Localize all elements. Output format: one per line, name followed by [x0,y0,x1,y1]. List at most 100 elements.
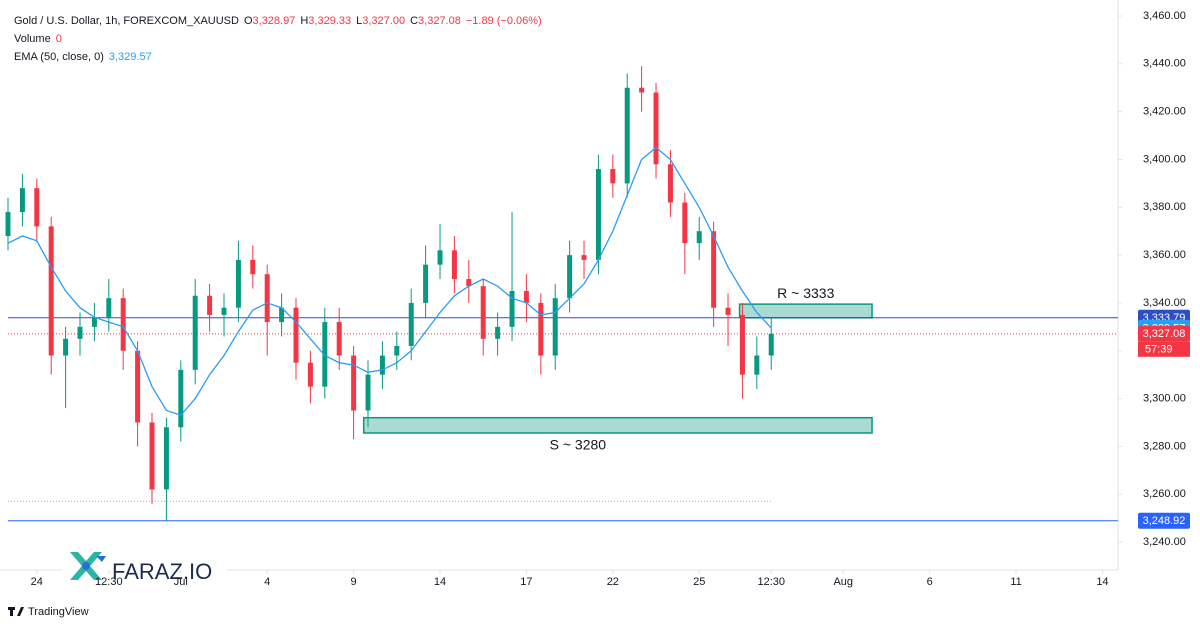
candle-body [48,226,54,356]
candle-body [725,307,731,315]
header-line: Gold / U.S. Dollar, 1h, FOREXCOM_XAUUSD O… [14,12,542,30]
y-tick-label: 3,300.00 [1143,392,1186,404]
ohlc-key: O [243,15,253,27]
x-tick-label: 11 [1010,576,1021,588]
candle-body [639,87,645,93]
candle-body [178,369,184,428]
candle-body [322,322,328,387]
y-tick-label: 3,360.00 [1143,249,1186,261]
countdown-tag [1138,341,1190,357]
price-tag [1138,325,1190,342]
candle-body [696,231,702,244]
watermark-text: FARAZ.IO [112,559,212,584]
candle-body [581,255,587,260]
candle-body [63,338,69,356]
candle-body [437,250,443,265]
ohlc-value: 3,328.97 [252,15,296,27]
candle-body [610,169,616,184]
countdown: 57:39 [1145,344,1173,356]
change: −1.89 (−0.06%) [465,15,542,27]
x-tick-label: 14 [1096,576,1108,588]
candle-body [567,255,573,299]
candle-body [91,317,97,327]
ema-line [7,146,772,417]
x-tick-label: 22 [607,576,619,588]
zone [362,416,873,434]
watermark-logo [62,545,227,595]
candle-body [667,164,673,203]
x-tick-label: Jul [174,576,188,588]
candle-body [250,259,256,275]
x-tick-label: 4 [264,576,270,588]
tv-logo [8,607,24,616]
ohlc-value: 3,329.33 [308,15,352,27]
candle-body [207,295,213,315]
x-tick-label: 24 [31,576,43,588]
candle-body [739,314,745,375]
x-tick-label: 12:30 [757,576,785,588]
candle-body [365,374,371,411]
y-tick-label: 3,340.00 [1143,297,1186,309]
footer-brand: TradingView [28,606,89,618]
y-tick-label: 3,400.00 [1143,153,1186,165]
ohlc-value: 3,327.08 [418,15,461,27]
volume-label: Volume [14,33,51,45]
ohlc-value: 3,327.00 [362,15,406,27]
legend-header: Gold / U.S. Dollar, 1h, FOREXCOM_XAUUSD O… [14,12,542,66]
candle-body [768,333,774,356]
candle-body [106,298,112,318]
candle-body [235,259,241,308]
x-tick-label: Aug [833,576,853,588]
y-tick-label: 3,460.00 [1143,10,1186,22]
y-tick-label: 3,260.00 [1143,488,1186,500]
candle-body [423,264,429,303]
x-tick-label: 6 [927,576,933,588]
candle-body [538,302,544,356]
candle-body [120,298,126,351]
symbol: Gold / U.S. Dollar, 1h, FOREXCOM_XAUUSD [14,15,239,27]
candle-body [5,212,11,236]
ema-value: 3,329.57 [108,51,152,63]
header-line: Volume 0 [14,30,542,48]
candle-body [523,290,529,303]
ohlc-key: L [356,15,363,27]
y-tick-label: 3,440.00 [1143,58,1186,70]
candle-body [221,307,227,315]
candle-body [394,345,400,356]
y-tick-label: 3,420.00 [1143,106,1186,118]
zone-label: S ~ 3280 [550,437,607,453]
candle-body [351,355,357,411]
x-tick-label: 17 [520,576,532,588]
candle-body [509,290,515,327]
candle-body [279,307,285,323]
candle-body [336,322,342,356]
candle-body [754,355,760,375]
candle-body [34,188,40,227]
candle-body [135,350,141,423]
candle-body [379,355,385,375]
candle-body [495,326,501,339]
price-tag-label: 3,248.92 [1143,515,1186,527]
y-tick-label: 3,380.00 [1143,201,1186,213]
candle-body [77,326,83,339]
candle-body [653,92,659,165]
header-line: EMA (50, close, 0) 3,329.57 [14,48,542,66]
y-tick-label: 3,280.00 [1143,440,1186,452]
y-tick-label: 3,240.00 [1143,536,1186,548]
zone-label: R ~ 3333 [777,285,834,301]
volume-value: 0 [55,33,62,45]
x-tick-label: 14 [434,576,446,588]
ohlc-key: C [410,15,419,27]
candle-body [293,307,299,363]
x-tick-label: 12:30 [95,576,123,588]
candle-body [307,362,313,387]
ohlc-key: H [300,15,309,27]
price-tag [1138,512,1190,529]
candle-body [192,295,198,370]
candle-body [408,302,414,346]
candle-body [466,279,472,287]
candle-body [682,202,688,244]
candle-body [711,231,717,308]
